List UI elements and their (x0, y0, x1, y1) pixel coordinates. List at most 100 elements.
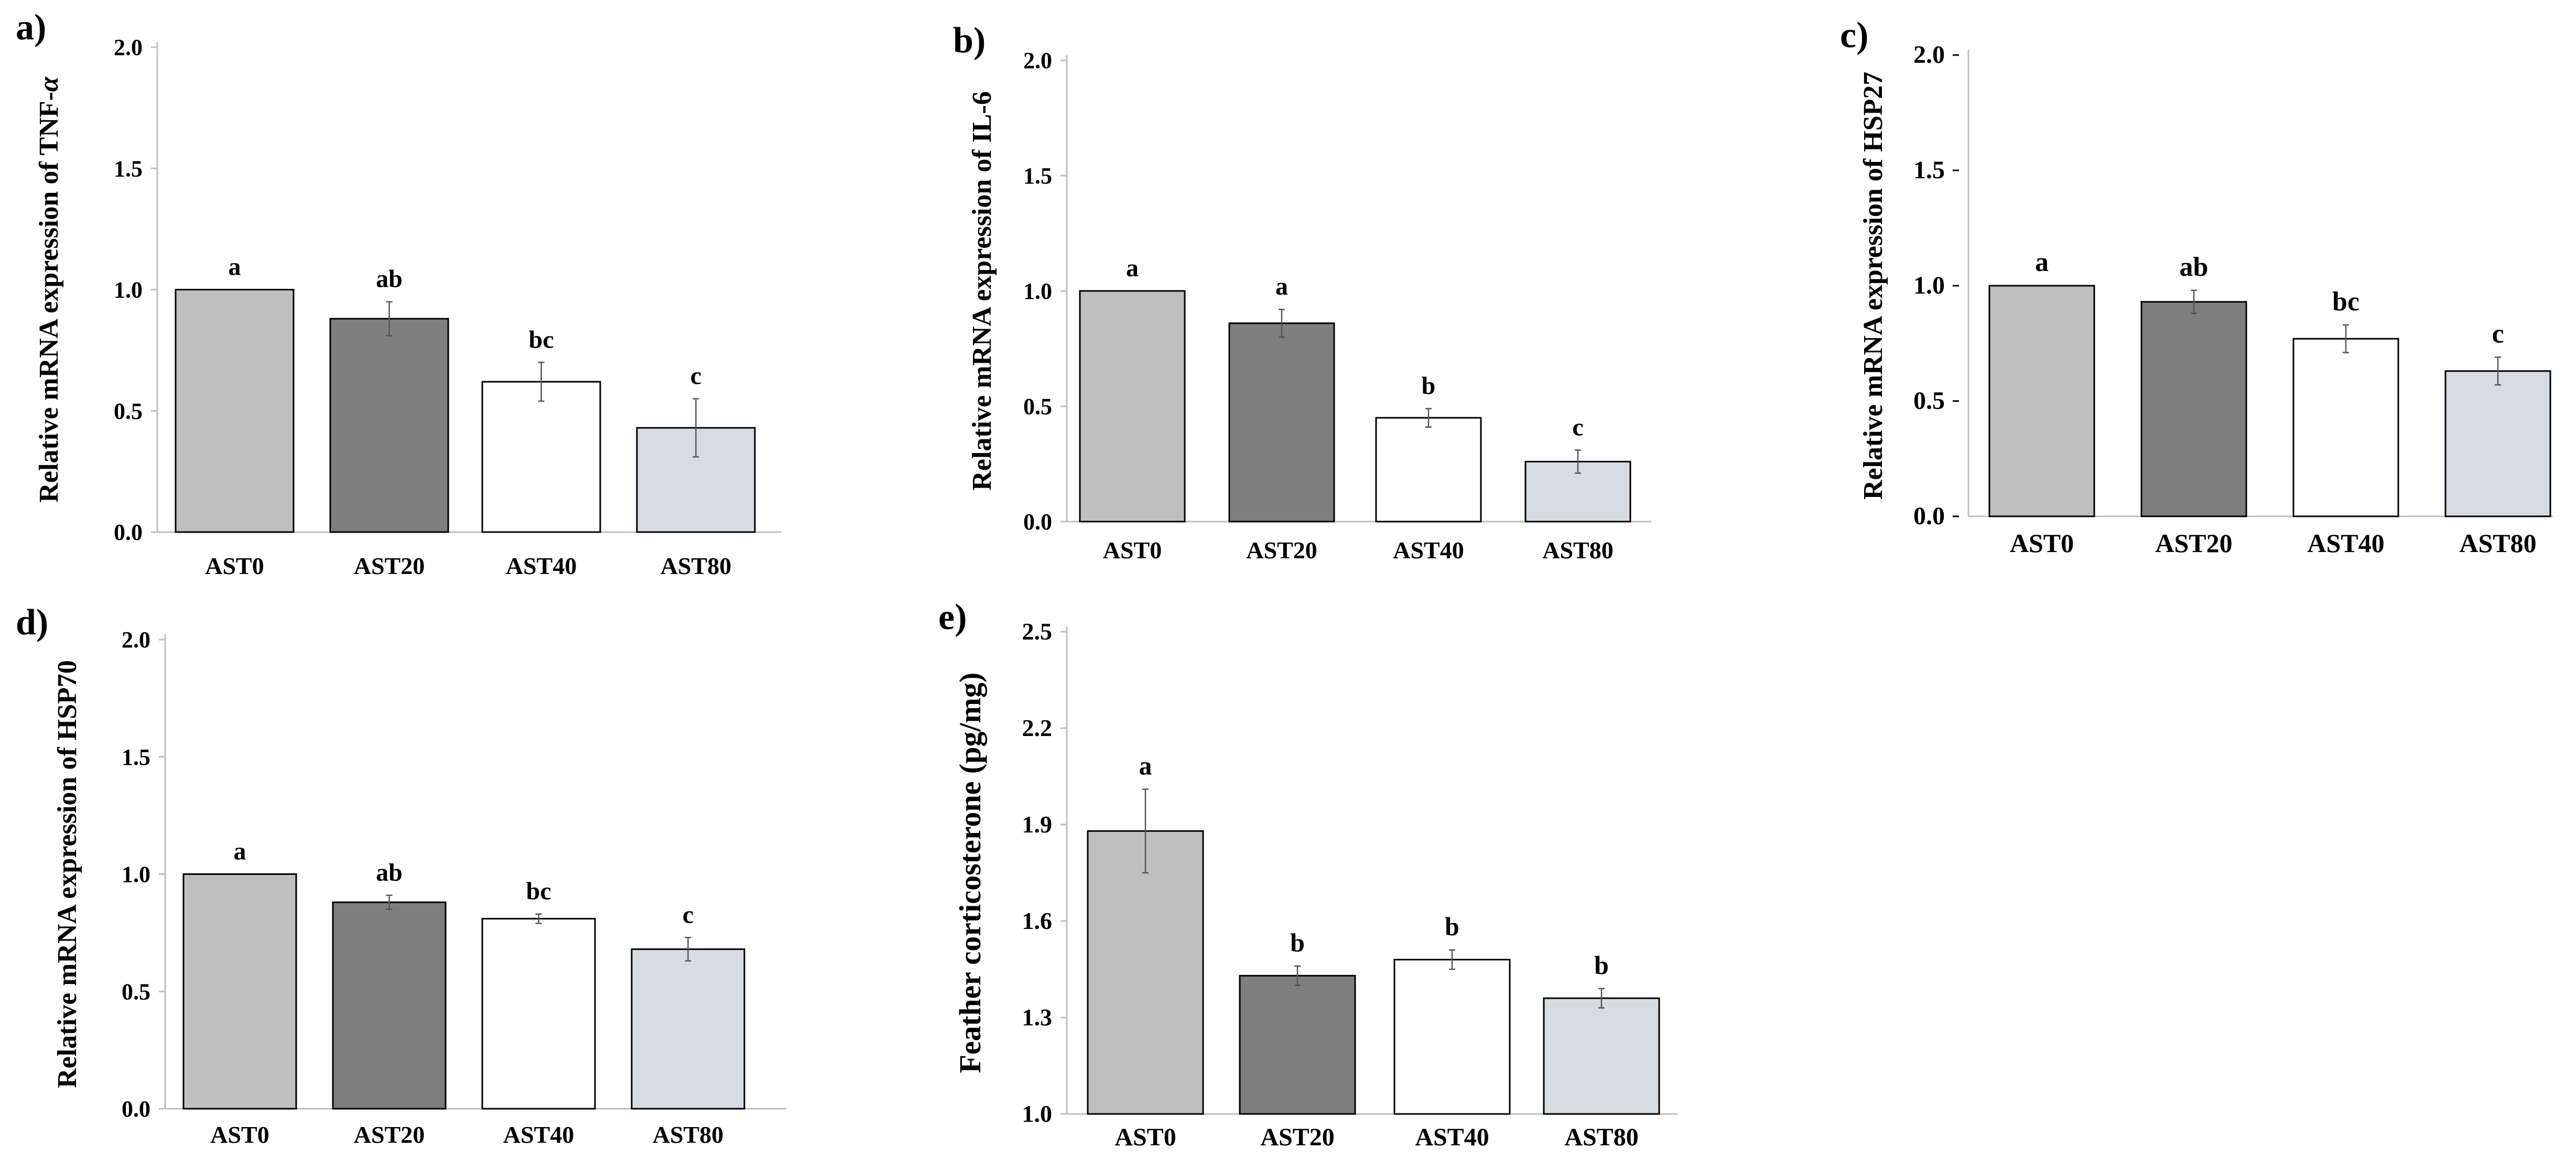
bar-ast0 (1079, 290, 1186, 523)
y-tick-label: 0.5 (1913, 387, 1945, 415)
y-tick-label: 2.5 (1022, 618, 1053, 645)
significance-letter: ab (2180, 252, 2209, 282)
bar-ast40 (481, 918, 596, 1110)
y-tick-label: 0.5 (122, 979, 150, 1004)
x-tick-label: AST40 (1415, 1123, 1489, 1151)
bar-ast20 (332, 901, 447, 1110)
panel-label: c) (1840, 15, 1868, 56)
bar-ast0 (182, 873, 297, 1110)
y-tick-label: 1.5 (1913, 156, 1945, 184)
y-axis-title-text: Relative mRNA expression of TNF- (34, 92, 64, 503)
significance-letter: a (229, 253, 241, 281)
y-tick-label: 2.2 (1022, 715, 1053, 741)
y-axis-title: Relative mRNA expression of TNF-α (34, 76, 64, 503)
bar-ast80 (2444, 370, 2551, 517)
significance-letter: ab (376, 859, 403, 886)
x-tick-label: AST40 (506, 553, 577, 579)
x-tick-label: AST40 (1393, 537, 1464, 564)
y-tick-label: 1.3 (1022, 1004, 1053, 1031)
bar-ast20 (1239, 975, 1356, 1115)
significance-letter: b (1594, 950, 1609, 980)
x-tick-label: AST80 (1542, 537, 1613, 564)
significance-letter: bc (2332, 287, 2359, 317)
bar-ast0 (175, 289, 295, 533)
bar-ast0 (1087, 830, 1204, 1115)
x-tick-label: AST40 (2307, 528, 2384, 558)
y-axis-title-italic: α (34, 76, 64, 92)
y-tick-label: 1.6 (1022, 907, 1053, 934)
y-tick-label: 1.0 (1022, 1100, 1053, 1127)
y-tick-label: 0.0 (114, 519, 143, 545)
x-tick-label: AST20 (354, 1121, 425, 1148)
y-axis-title: Relative mRNA expression of HSP27 (1858, 72, 1888, 500)
x-tick-label: AST0 (2010, 528, 2074, 558)
panel-label: e) (938, 597, 967, 637)
bar-ast20 (1228, 322, 1335, 523)
x-tick-label: AST20 (1246, 537, 1317, 564)
y-axis-title: Feather corticosterone (pg/mg) (953, 673, 987, 1073)
x-tick-label: AST80 (653, 1121, 723, 1148)
y-tick-label: 0.5 (114, 398, 143, 424)
y-tick-label: 2.0 (1913, 41, 1945, 69)
panel-label: b) (953, 20, 986, 61)
y-axis-title-text: Feather corticosterone (pg/mg) (953, 673, 987, 1073)
bar-ast40 (1393, 959, 1511, 1115)
significance-letter: c (2492, 319, 2504, 349)
panel-label: a) (16, 7, 46, 48)
x-tick-label: AST80 (661, 553, 731, 579)
bar-ast40 (2292, 338, 2399, 517)
significance-letter: c (690, 362, 701, 390)
y-tick-label: 1.5 (1023, 163, 1052, 189)
y-tick-label: 2.0 (122, 627, 150, 653)
significance-letter: bc (526, 878, 551, 905)
significance-letter: b (1290, 928, 1305, 957)
chart-panel-4: d) 0.0 0.5 1.0 1.5 2.0 Relative mRNA expressio… (16, 602, 786, 1148)
y-axis-title-text: Relative mRNA expression of HSP70 (52, 660, 82, 1088)
chart-panel-3: c) 0.0 0.5 1.0 1.5 2.0 Relative mRNA expressio… (1840, 15, 2553, 558)
significance-letter: ab (376, 265, 403, 293)
y-tick-label: 0.0 (1913, 502, 1945, 530)
significance-letter: a (1275, 273, 1288, 300)
bar-ast20 (329, 318, 449, 533)
significance-letter: bc (529, 326, 554, 353)
bar-ast0 (1988, 285, 2095, 517)
significance-letter: a (2035, 247, 2049, 277)
y-tick-label: 1.0 (1913, 272, 1945, 299)
x-tick-label: AST0 (205, 553, 264, 579)
bar-ast80 (1543, 997, 1660, 1115)
x-tick-label: AST80 (2459, 528, 2536, 558)
significance-letter: a (1139, 751, 1152, 781)
significance-letter: b (1422, 372, 1436, 399)
y-tick-label: 1.9 (1022, 811, 1053, 838)
y-axis-title: Relative mRNA expression of HSP70 (52, 660, 82, 1088)
chart-panel-2: b) 0.0 0.5 1.0 1.5 2.0 Relative mRNA expressio… (953, 20, 1651, 564)
panel-label: d) (16, 602, 48, 643)
x-tick-label: AST80 (1564, 1123, 1638, 1151)
x-tick-label: AST20 (2155, 528, 2232, 558)
y-tick-label: 0.0 (1023, 509, 1052, 535)
y-tick-label: 1.5 (122, 744, 150, 770)
y-axis-title-text: Relative mRNA expression of HSP27 (1858, 72, 1888, 500)
x-tick-label: AST40 (503, 1121, 574, 1148)
x-tick-label: AST20 (354, 553, 425, 579)
y-tick-label: 1.0 (122, 862, 150, 887)
significance-letter: c (683, 901, 694, 928)
y-tick-label: 1.5 (114, 156, 143, 181)
bar-ast20 (2140, 301, 2247, 517)
significance-letter: c (1572, 414, 1583, 441)
bar-ast40 (1375, 417, 1482, 523)
significance-letter: a (234, 838, 246, 865)
y-tick-label: 2.0 (114, 35, 143, 60)
bar-ast40 (481, 381, 601, 533)
y-tick-label: 1.0 (114, 277, 143, 303)
y-tick-label: 0.0 (122, 1096, 150, 1122)
y-tick-label: 1.0 (1023, 278, 1052, 304)
x-tick-label: AST20 (1260, 1123, 1334, 1151)
x-tick-label: AST0 (210, 1121, 269, 1148)
y-axis-title: Relative mRNA expression of IL-6 (967, 91, 997, 491)
chart-panel-1: a) 0.0 0.5 1.0 1.5 2.0 Relative mRNA expressio… (16, 7, 781, 579)
y-tick-label: 0.5 (1023, 394, 1052, 419)
bar-ast80 (631, 948, 745, 1110)
x-tick-label: AST0 (1103, 537, 1162, 564)
